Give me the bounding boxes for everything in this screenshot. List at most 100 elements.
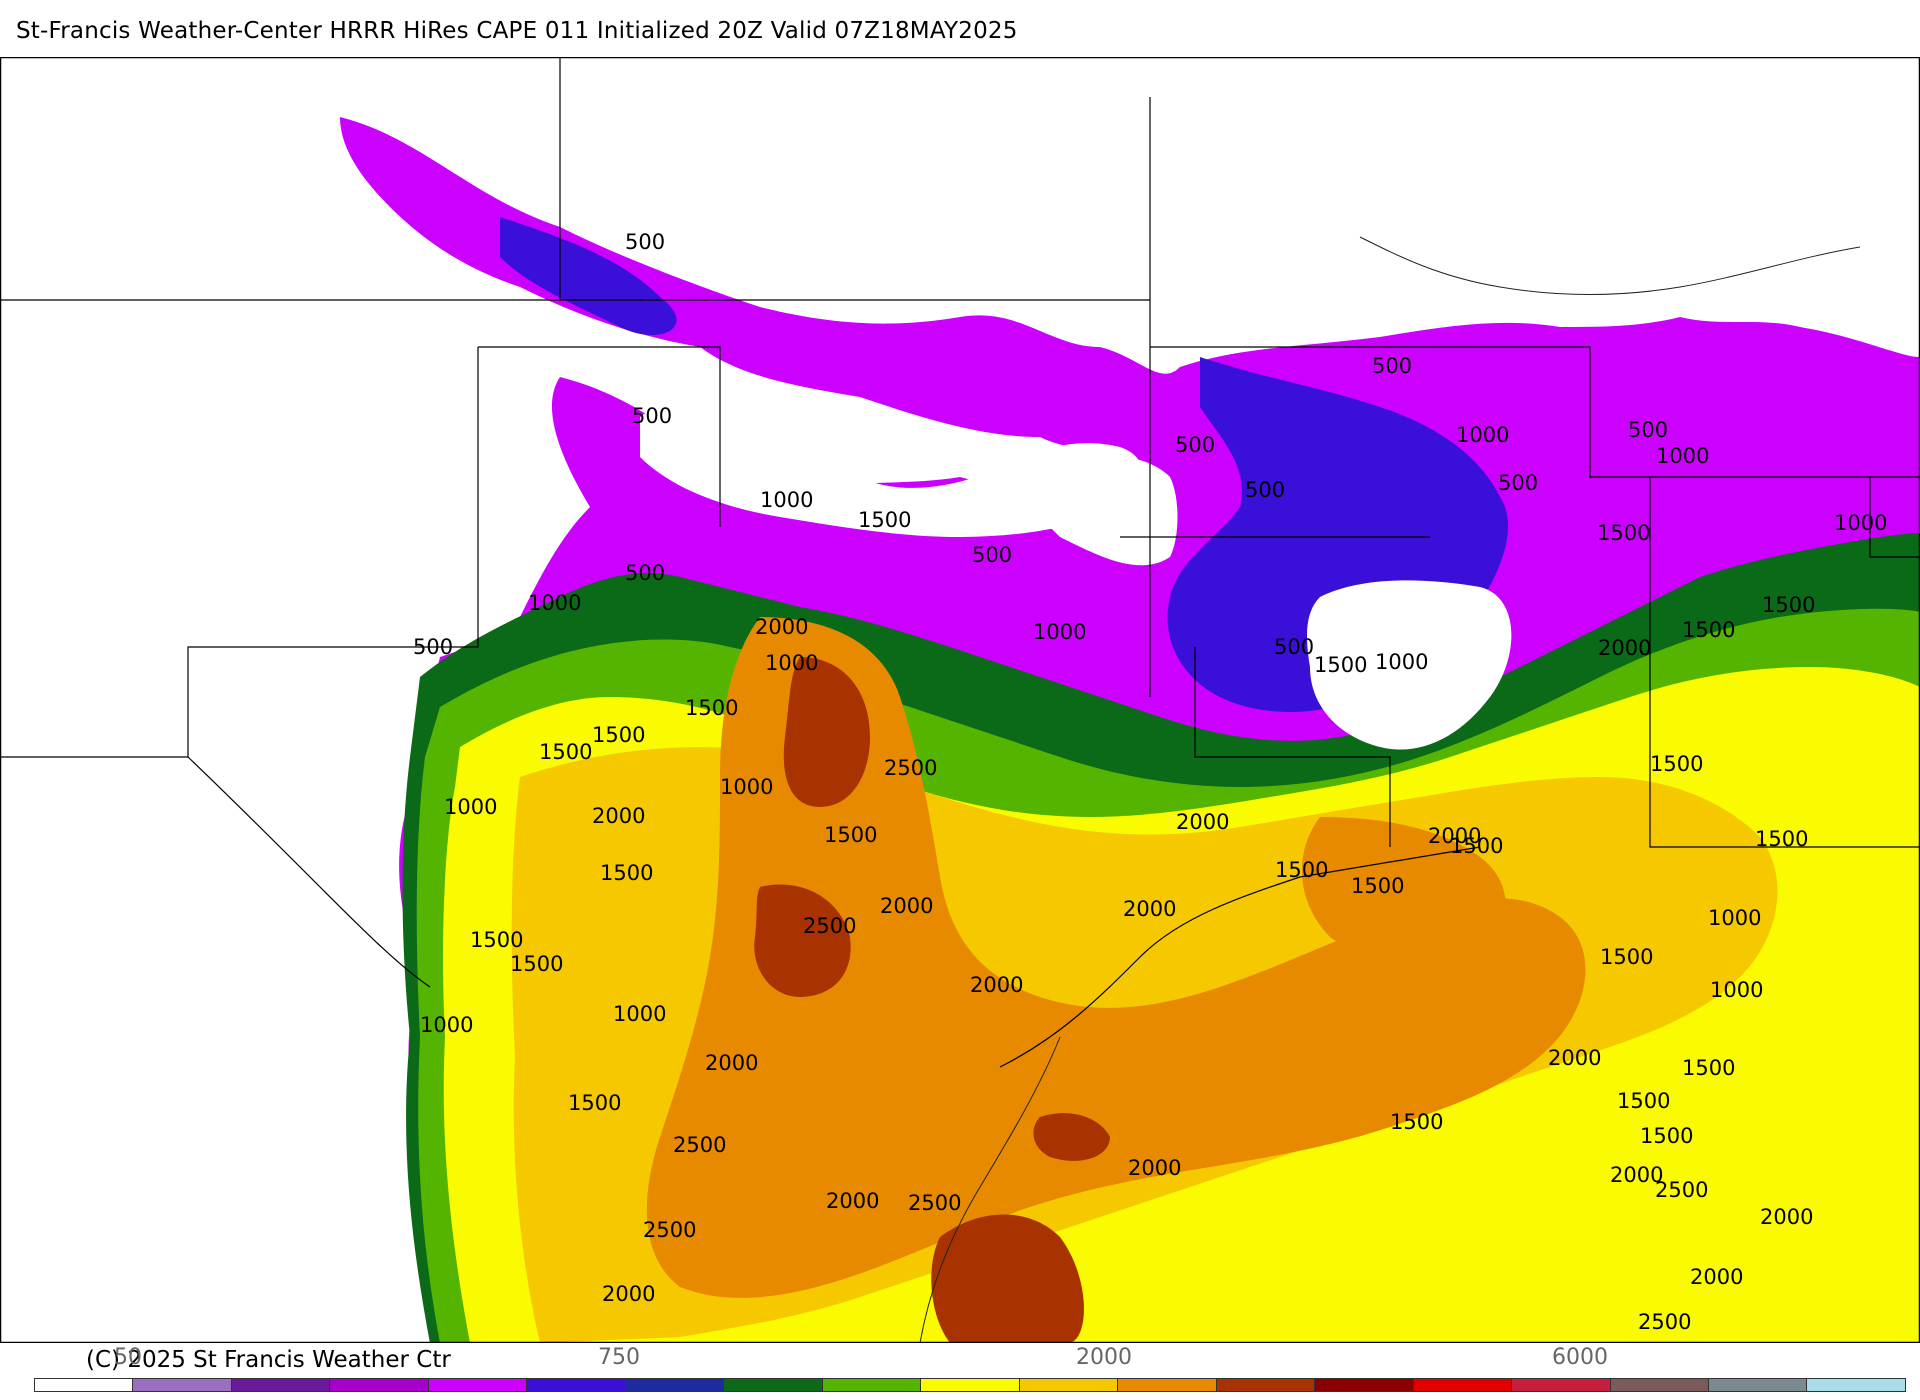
contour-label: 2500 xyxy=(643,1218,696,1242)
contour-label: 500 xyxy=(625,230,665,254)
colorbar-swatch xyxy=(527,1379,626,1391)
colorbar-swatch xyxy=(921,1379,1020,1391)
colorbar-swatch xyxy=(1708,1379,1808,1391)
contour-label: 1000 xyxy=(1656,444,1709,468)
colorbar-label: 750 xyxy=(598,1345,640,1370)
colorbar-swatch xyxy=(1807,1379,1905,1391)
contour-label: 1000 xyxy=(720,775,773,799)
contour-label: 2000 xyxy=(1176,810,1229,834)
contour-label: 500 xyxy=(413,635,453,659)
contour-label: 1000 xyxy=(760,488,813,512)
contour-label: 1000 xyxy=(1456,423,1509,447)
contour-label: 1500 xyxy=(1650,752,1703,776)
contour-label: 1000 xyxy=(420,1013,473,1037)
contour-label: 1500 xyxy=(1275,858,1328,882)
contour-label: 1000 xyxy=(613,1002,666,1026)
contour-label: 2000 xyxy=(1128,1156,1181,1180)
contour-label: 500 xyxy=(1274,635,1314,659)
contour-label: 2500 xyxy=(884,756,937,780)
cape-map: 500 500 500 500 500 500 500 500 500 500 … xyxy=(0,57,1920,1343)
contour-label: 1500 xyxy=(1597,521,1650,545)
contour-label: 1000 xyxy=(765,651,818,675)
contour-label: 2000 xyxy=(880,894,933,918)
contour-label: 1500 xyxy=(1755,827,1808,851)
contour-label: 1000 xyxy=(1033,620,1086,644)
colorbar-swatch xyxy=(35,1379,134,1391)
contour-label: 2000 xyxy=(1428,824,1481,848)
contour-label: 2000 xyxy=(970,973,1023,997)
contour-label: 500 xyxy=(1245,478,1285,502)
contour-label: 1500 xyxy=(1450,834,1503,858)
contour-label: 2000 xyxy=(755,615,808,639)
map-title: St-Francis Weather-Center HRRR HiRes CAP… xyxy=(16,18,1018,44)
colorbar-swatch xyxy=(133,1379,232,1391)
coastlines xyxy=(919,236,1861,1343)
colorbar-swatch xyxy=(1315,1379,1414,1391)
contour-label: 500 xyxy=(1628,418,1668,442)
colorbar-swatch xyxy=(1610,1379,1709,1391)
colorbar-swatch xyxy=(822,1379,922,1391)
colorbar-swatch xyxy=(724,1379,823,1391)
contour-label: 2500 xyxy=(803,914,856,938)
contour-label: 500 xyxy=(1175,433,1215,457)
contour-label: 2000 xyxy=(1598,636,1651,660)
contour-label: 1500 xyxy=(1600,945,1653,969)
colorbar-label: 2000 xyxy=(1076,1345,1132,1370)
contour-label: 500 xyxy=(972,543,1012,567)
contour-label: 2000 xyxy=(826,1189,879,1213)
contour-label: 2000 xyxy=(602,1282,655,1306)
contour-labels: 500 500 500 500 500 500 500 500 500 500 … xyxy=(413,230,1887,1334)
contour-label: 1000 xyxy=(1375,650,1428,674)
colorbar-swatch xyxy=(1019,1379,1119,1391)
contour-label: 2000 xyxy=(592,804,645,828)
contour-label: 1500 xyxy=(824,823,877,847)
contour-label: 2500 xyxy=(673,1133,726,1157)
contour-label: 500 xyxy=(625,561,665,585)
colorbar-label: 6000 xyxy=(1552,1345,1608,1370)
contour-label: 1500 xyxy=(1314,653,1367,677)
contour-label: 1500 xyxy=(510,952,563,976)
contour-label: 2000 xyxy=(1760,1205,1813,1229)
contour-label: 1500 xyxy=(1617,1089,1670,1113)
colorbar-swatch xyxy=(1118,1379,1217,1391)
contour-label: 2500 xyxy=(1655,1178,1708,1202)
contour-label: 2000 xyxy=(705,1051,758,1075)
cape-fill-darkred xyxy=(754,657,1110,1343)
colorbar-swatch xyxy=(1512,1379,1611,1391)
colorbar-swatch xyxy=(1216,1379,1316,1391)
contour-label: 1000 xyxy=(1710,978,1763,1002)
contour-label: 1500 xyxy=(592,723,645,747)
colorbar xyxy=(34,1378,1906,1392)
cape-fill-white-holes xyxy=(640,398,1512,750)
contour-label: 1500 xyxy=(1351,874,1404,898)
contour-label: 1500 xyxy=(1682,618,1735,642)
colorbar-swatch xyxy=(1413,1379,1513,1391)
contour-label: 1000 xyxy=(1708,906,1761,930)
contour-label: 2000 xyxy=(1690,1265,1743,1289)
contour-label: 1500 xyxy=(685,696,738,720)
contour-label: 1000 xyxy=(444,795,497,819)
colorbar-swatch xyxy=(625,1379,725,1391)
colorbar-swatch xyxy=(231,1379,331,1391)
contour-label: 1500 xyxy=(1640,1124,1693,1148)
cape-fill-orange xyxy=(646,617,1586,1298)
state-boundaries xyxy=(0,57,1920,1068)
contour-label: 2000 xyxy=(1610,1163,1663,1187)
contour-label: 500 xyxy=(1372,354,1412,378)
contour-label: 1500 xyxy=(1682,1056,1735,1080)
contour-label: 1000 xyxy=(528,591,581,615)
contour-label: 1500 xyxy=(539,740,592,764)
contour-label: 1500 xyxy=(858,508,911,532)
contour-label: 2500 xyxy=(908,1191,961,1215)
contour-label: 1000 xyxy=(1834,511,1887,535)
colorbar-swatch xyxy=(330,1379,429,1391)
contour-label: 1500 xyxy=(1762,593,1815,617)
contour-label: 2000 xyxy=(1123,897,1176,921)
contour-label: 2000 xyxy=(1548,1046,1601,1070)
copyright-text: (C) 2025 St Francis Weather Ctr xyxy=(86,1347,451,1373)
contour-label: 1500 xyxy=(600,861,653,885)
contour-label: 2500 xyxy=(1638,1310,1691,1334)
contour-label: 1500 xyxy=(470,928,523,952)
contour-label: 500 xyxy=(632,404,672,428)
contour-label: 500 xyxy=(1498,471,1538,495)
